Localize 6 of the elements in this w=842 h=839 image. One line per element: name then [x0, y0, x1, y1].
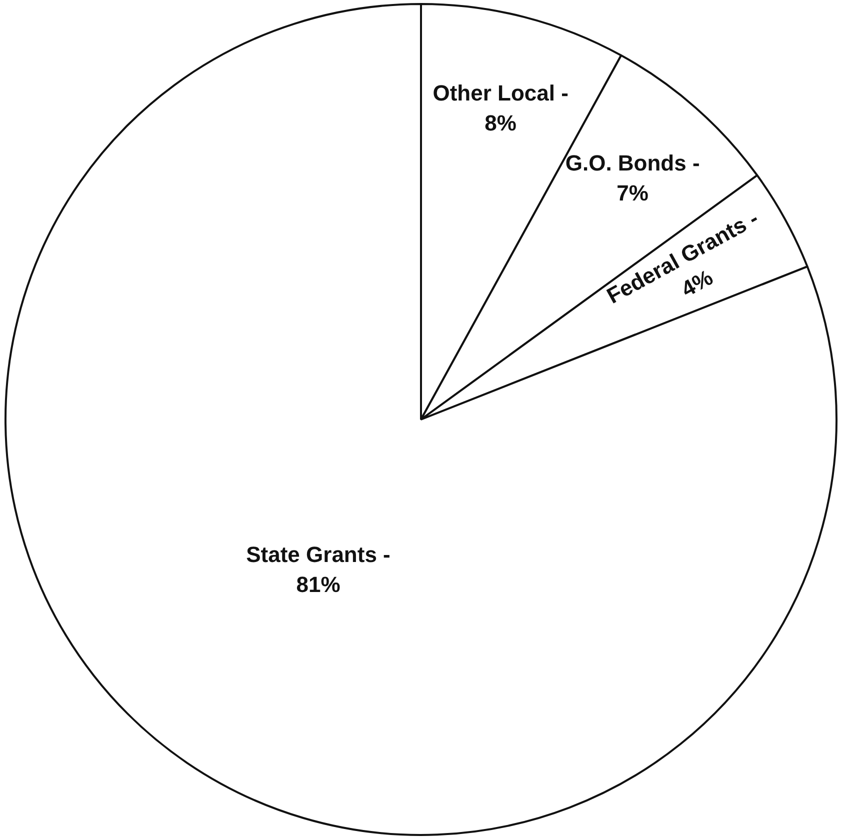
- slice-label: State Grants -: [246, 542, 390, 567]
- slice-label: Other Local -: [432, 80, 568, 106]
- data-label: 81%: [296, 572, 340, 597]
- data-label: 7%: [616, 180, 648, 206]
- data-label: 8%: [484, 110, 516, 136]
- slice-label: G.O. Bonds -: [565, 150, 700, 176]
